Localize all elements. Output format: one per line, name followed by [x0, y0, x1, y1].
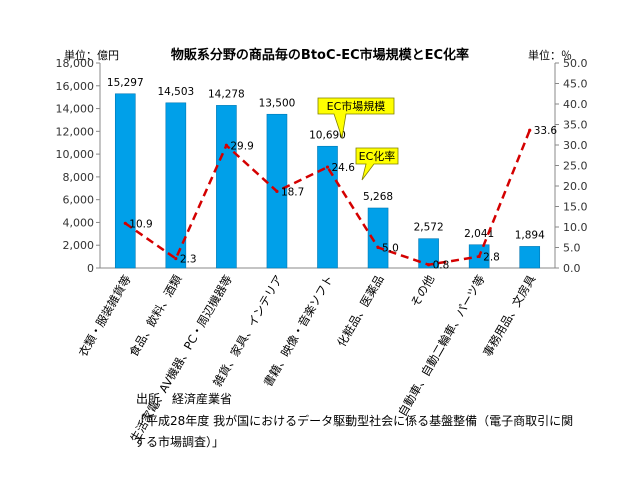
bar-data-label: 2,041 [464, 228, 494, 240]
bar [519, 246, 541, 269]
left-tick-label: 14,000 [56, 103, 95, 116]
callout-ec-market-size-shape [317, 97, 395, 139]
bar [317, 145, 338, 269]
source-line-2: 「平成28年度 我が国におけるデータ駆動型社会に係る基盤整備（電子商取引に関 [134, 413, 573, 428]
line-data-label: 2.3 [180, 254, 197, 266]
left-tick-label: 16,000 [56, 80, 95, 93]
bar-data-label: 2,572 [414, 222, 444, 234]
callout-ec-market-size-text: EC市場規模 [327, 99, 386, 113]
right-tick-label: 40.0 [563, 98, 588, 111]
chart-title: 物販系分野の商品毎のBtoC-EC市場規模とEC化率 [171, 47, 469, 63]
line-point [275, 189, 279, 193]
left-tick-label: 6,000 [63, 194, 95, 207]
right-tick-label: 50.0 [563, 57, 588, 70]
right-tick-label: 25.0 [563, 160, 588, 173]
callout-ec-rate-shape [355, 147, 399, 181]
line-point [123, 221, 127, 225]
right-tick-label: 5.0 [563, 242, 581, 255]
line-data-label: 5.0 [382, 243, 399, 255]
right-tick-label: 45.0 [563, 78, 588, 91]
bar-series: 15,297 14,503 14,278 13,500 10,690 5,268 2,572… [107, 77, 545, 269]
right-tick-label: 20.0 [563, 180, 588, 193]
bar-data-label: 15,297 [107, 77, 144, 89]
bar [216, 105, 237, 269]
line-data-label: 18.7 [281, 186, 304, 198]
left-y-axis: 0 2,000 4,000 6,000 8,000 10,000 12,000 14,000 1… [56, 57, 555, 275]
left-tick-label: 10,000 [56, 148, 95, 161]
left-unit-label: 単位：億円 [64, 48, 119, 62]
bar-data-label: 14,503 [157, 86, 194, 98]
line-data-label: 24.6 [332, 162, 356, 174]
line-point [477, 254, 481, 259]
line-point [224, 143, 228, 148]
line-point [427, 263, 431, 267]
callout-ec-market-size: EC市場規模 [317, 97, 395, 139]
source-line-1: 出所 経済産業省 [136, 391, 232, 406]
callout-ec-rate-text: EC化率 [359, 149, 396, 163]
callout-ec-rate: EC化率 [355, 147, 399, 181]
bar-data-label: 5,268 [363, 191, 393, 203]
right-tick-label: 10.0 [563, 221, 588, 234]
line-data-label: 29.9 [230, 140, 253, 152]
right-tick-label: 0.0 [563, 262, 581, 275]
bar-data-label: 13,500 [259, 97, 296, 109]
bar [114, 93, 136, 269]
right-tick-label: 30.0 [563, 139, 588, 152]
bar-data-label: 14,278 [208, 88, 245, 100]
line-data-label: 10.9 [129, 218, 152, 230]
right-tick-label: 35.0 [563, 119, 588, 132]
left-tick-label: 12,000 [56, 125, 95, 138]
line-point [174, 256, 178, 261]
line-data-label: 2.8 [483, 252, 500, 264]
line-point [325, 165, 330, 169]
line-point [528, 128, 532, 132]
left-tick-label: 2,000 [63, 239, 95, 252]
right-y-axis: 0.0 5.0 10.0 15.0 20.0 25.0 30.0 35.0 40.0 45.0 50… [554, 57, 588, 275]
left-tick-label: 18,000 [56, 57, 95, 70]
source-line-3: する市場調査）」 [134, 434, 224, 449]
right-unit-label: 単位：％ [528, 48, 572, 62]
left-tick-label: 4,000 [63, 216, 95, 229]
right-tick-label: 15.0 [563, 201, 588, 214]
line-series: 10.9 2.3 29.9 18.7 24.6 5.0 0.8 2.8 33.6 [123, 125, 558, 272]
left-tick-label: 0 [87, 262, 94, 275]
bar [165, 102, 187, 269]
line-data-label: 0.8 [433, 260, 450, 272]
left-tick-label: 8,000 [63, 171, 95, 184]
bar-data-label: 1,894 [515, 229, 545, 241]
line-data-label: 33.6 [534, 125, 558, 137]
line-point [376, 245, 380, 250]
bar [418, 238, 439, 269]
bar-data-label: 10,690 [309, 129, 346, 141]
bar [367, 207, 389, 269]
